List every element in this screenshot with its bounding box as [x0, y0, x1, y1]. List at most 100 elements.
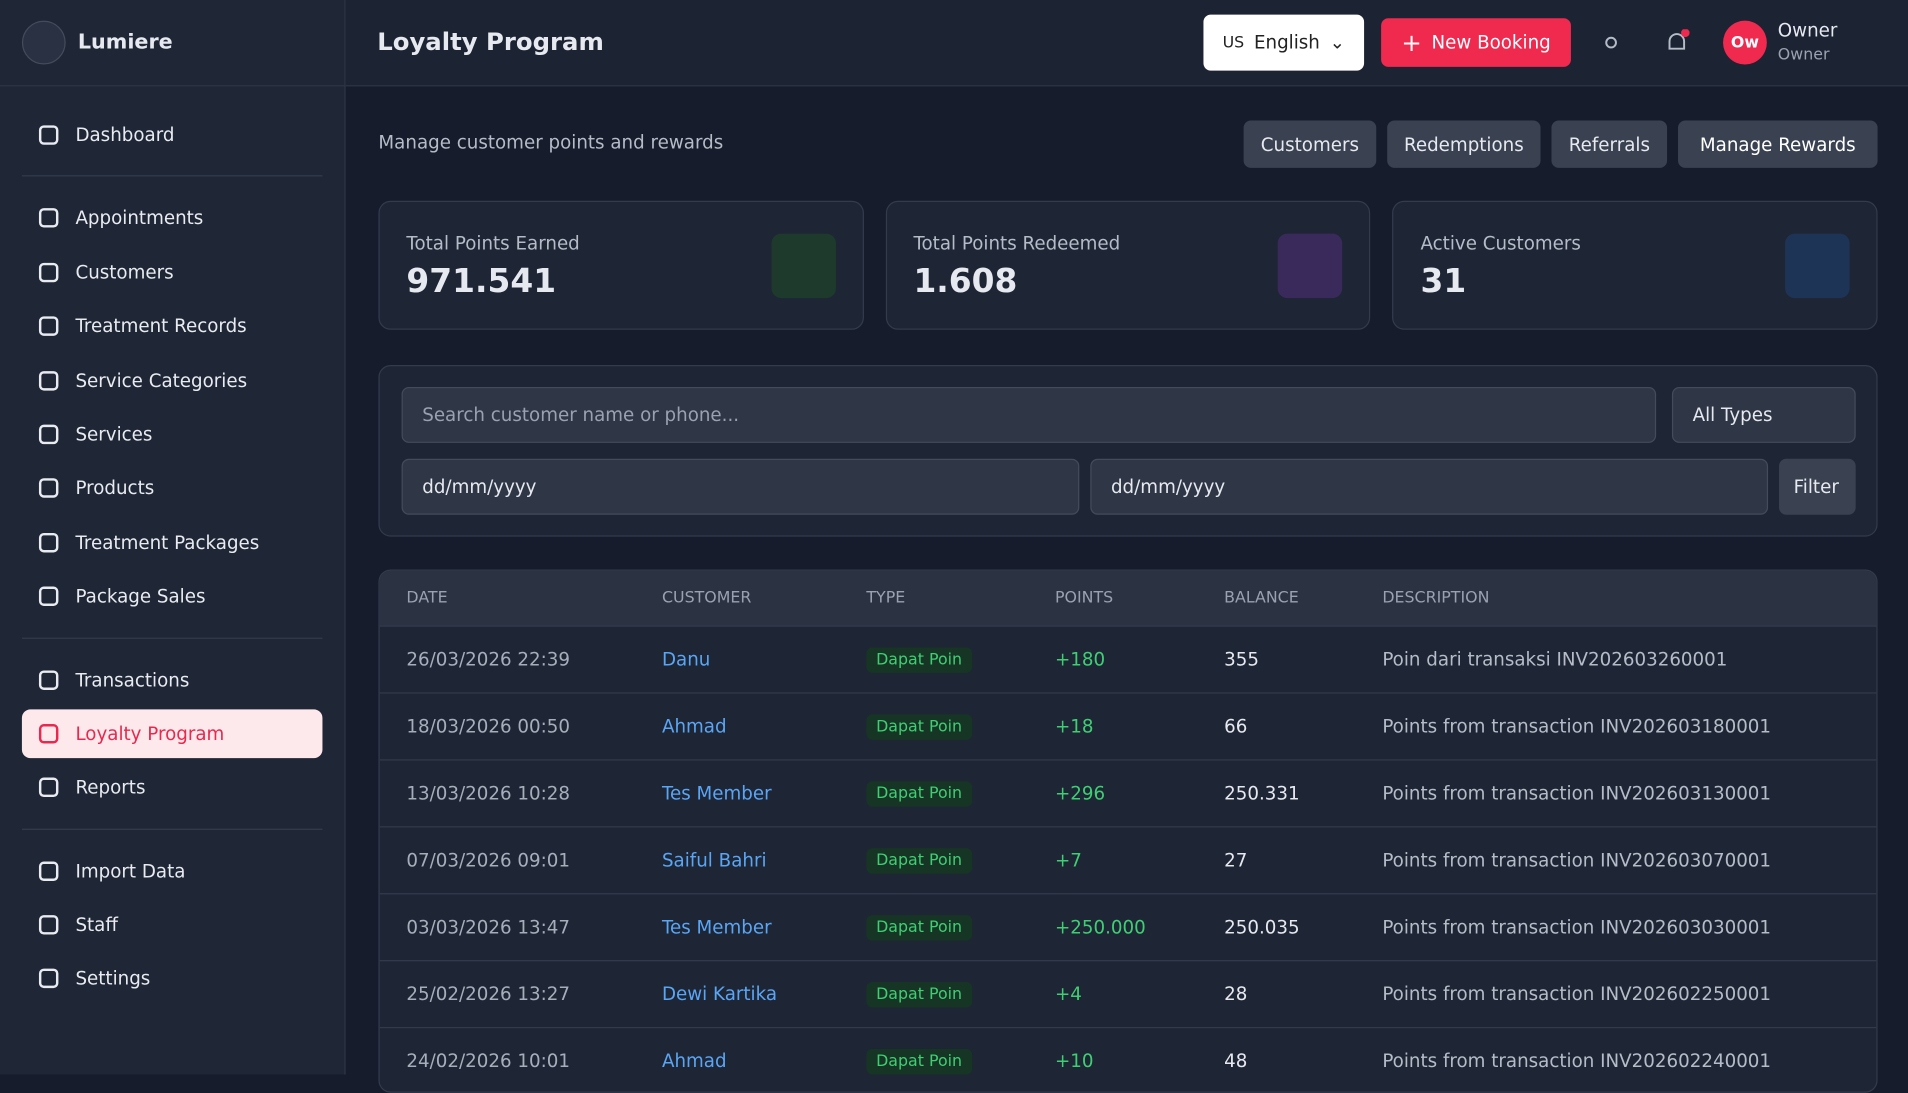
avatar[interactable]: Ow — [1723, 20, 1767, 65]
filters: Search customer name or phone... All Typ… — [378, 365, 1878, 537]
nav-item[interactable]: Treatment Records — [22, 302, 323, 351]
type-badge: Dapat Poin — [866, 981, 972, 1007]
stat-icon — [1785, 233, 1850, 299]
cell-text: Points from transaction INV202603030001 — [1382, 916, 1772, 939]
nav-item[interactable]: Appointments — [22, 194, 323, 243]
column-header: DESCRIPTION — [1382, 588, 1490, 608]
nav: Dashboard Appointments Customers Treatment … — [0, 86, 344, 1051]
stat-label: Total Points Earned — [406, 232, 580, 255]
nav-item[interactable]: Transactions — [22, 655, 323, 704]
type-badge: Dapat Poin — [866, 914, 972, 941]
notifications[interactable] — [1663, 29, 1690, 56]
manage-rewards-button[interactable]: Manage Rewards — [1677, 120, 1878, 168]
nav-item[interactable]: Treatment Packages — [22, 518, 323, 567]
nav-item[interactable]: Services — [22, 410, 323, 459]
nav-item[interactable]: Settings — [22, 955, 323, 1004]
nav-item[interactable]: Customers — [22, 248, 323, 297]
nav-item[interactable]: Service Categories — [22, 356, 323, 405]
tab[interactable]: Redemptions — [1386, 120, 1541, 168]
nav-label: Dashboard — [75, 124, 175, 147]
nav-item[interactable]: Loyalty Program — [21, 709, 323, 758]
type-badge: Dapat Poin — [866, 847, 972, 874]
nav-icon — [38, 262, 59, 283]
cell-text: 03/03/2026 13:47 — [406, 916, 571, 939]
type-select[interactable]: All Types — [1671, 386, 1856, 443]
cell-text: +296 — [1055, 782, 1106, 805]
table-cell: 355 — [1224, 627, 1259, 693]
cell-text[interactable]: Ahmad — [661, 1050, 727, 1073]
table-cell: Saiful Bahri — [662, 827, 767, 893]
table-cell: 13/03/2026 10:28 — [406, 761, 570, 827]
table-cell: 26/03/2026 22:39 — [406, 627, 570, 693]
cell-text: 250.035 — [1224, 916, 1300, 939]
nav-item[interactable]: Package Sales — [22, 572, 323, 621]
column-header: CUSTOMER — [661, 588, 752, 608]
language-select[interactable]: US English ⌄ — [1203, 14, 1365, 71]
column-header: BALANCE — [1224, 588, 1299, 608]
cell-text[interactable]: Tes Member — [661, 916, 772, 939]
language-code: US — [1222, 33, 1245, 52]
nav-item[interactable]: Staff — [22, 901, 323, 950]
plus-icon: + — [1401, 27, 1422, 58]
date-from[interactable]: dd/mm/yyyy — [401, 458, 1080, 515]
table-cell: Points from transaction INV202602250001 — [1382, 961, 1771, 1027]
filter-label: Filter — [1793, 475, 1839, 498]
table-cell: 27 — [1224, 827, 1247, 893]
cell-text: Points from transaction INV202603070001 — [1382, 849, 1772, 872]
nav-icon — [38, 777, 59, 798]
cell-text: 24/02/2026 10:01 — [406, 1050, 571, 1073]
table-cell: Tes Member — [662, 761, 772, 827]
column-header: DATE — [406, 588, 448, 608]
table-cell: Points from transaction INV202603130001 — [1382, 761, 1771, 827]
table-cell: Points from transaction INV202603030001 — [1382, 894, 1771, 960]
nav-icon — [38, 969, 59, 989]
date-to[interactable]: dd/mm/yyyy — [1090, 458, 1769, 515]
nav-icon — [38, 370, 59, 391]
table-cell: Dapat Poin — [866, 627, 972, 693]
nav-item[interactable]: Import Data — [22, 847, 323, 896]
cell-text[interactable]: Saiful Bahri — [661, 849, 767, 872]
table-cell: 24/02/2026 10:01 — [406, 1028, 571, 1091]
cell-text: 26/03/2026 22:39 — [406, 648, 571, 671]
table-cell: 18/03/2026 00:50 — [406, 694, 570, 760]
cell-text[interactable]: Ahmad — [661, 715, 727, 738]
cell-text: 13/03/2026 10:28 — [406, 782, 571, 805]
cell-text[interactable]: Tes Member — [661, 782, 772, 805]
nav-item[interactable]: Dashboard — [22, 111, 323, 160]
brand: Lumiere — [0, 0, 345, 87]
search-input[interactable]: Search customer name or phone... — [401, 386, 1657, 443]
points-table: DATE CUSTOMER TYPE POINTS BALANCE DESCRIPTION… — [378, 569, 1878, 1093]
language: English — [1253, 31, 1320, 54]
nav-item[interactable]: Reports — [22, 763, 323, 812]
cell-text[interactable]: Dewi Kartika — [661, 983, 778, 1006]
nav-icon — [38, 915, 59, 935]
chevron: ⌄ — [1329, 31, 1345, 54]
table-cell: +250.000 — [1055, 894, 1146, 960]
filter-button[interactable]: Filter — [1779, 458, 1856, 515]
table-cell: Dapat Poin — [866, 1028, 972, 1091]
cell-text: Points from transaction INV202603130001 — [1382, 782, 1772, 805]
table-cell: Points from transaction INV202603180001 — [1382, 694, 1771, 760]
date-from-value: dd/mm/yyyy — [422, 475, 537, 498]
table-cell: Ahmad — [662, 694, 727, 760]
table-cell: Dapat Poin — [866, 894, 972, 960]
nav-label: Products — [75, 477, 155, 500]
table-cell: 28 — [1224, 961, 1247, 1027]
cell-text: +250.000 — [1055, 916, 1146, 939]
theme-toggle[interactable] — [1599, 30, 1623, 54]
new-booking-button[interactable]: + New Booking — [1381, 18, 1571, 67]
tab[interactable]: Customers — [1243, 120, 1377, 168]
table-cell: +296 — [1055, 761, 1105, 827]
type-badge: Dapat Poin — [866, 780, 972, 807]
tab[interactable]: Referrals — [1551, 120, 1668, 168]
table-header: DATE CUSTOMER TYPE POINTS BALANCE DESCRIPTION — [379, 570, 1877, 627]
nav-label: Transactions — [75, 668, 190, 691]
nav-item[interactable]: Products — [22, 464, 323, 513]
table-cell: 250.331 — [1224, 761, 1299, 827]
cell-text[interactable]: Danu — [661, 648, 711, 671]
stat-icon — [1278, 233, 1343, 299]
nav-icon — [38, 861, 59, 881]
column-header: TYPE — [866, 588, 906, 608]
nav-group: Transactions Loyalty Program Reports — [21, 650, 323, 830]
table-row: 26/03/2026 22:39 Danu Dapat Poin +180 355 Poi… — [379, 627, 1877, 694]
